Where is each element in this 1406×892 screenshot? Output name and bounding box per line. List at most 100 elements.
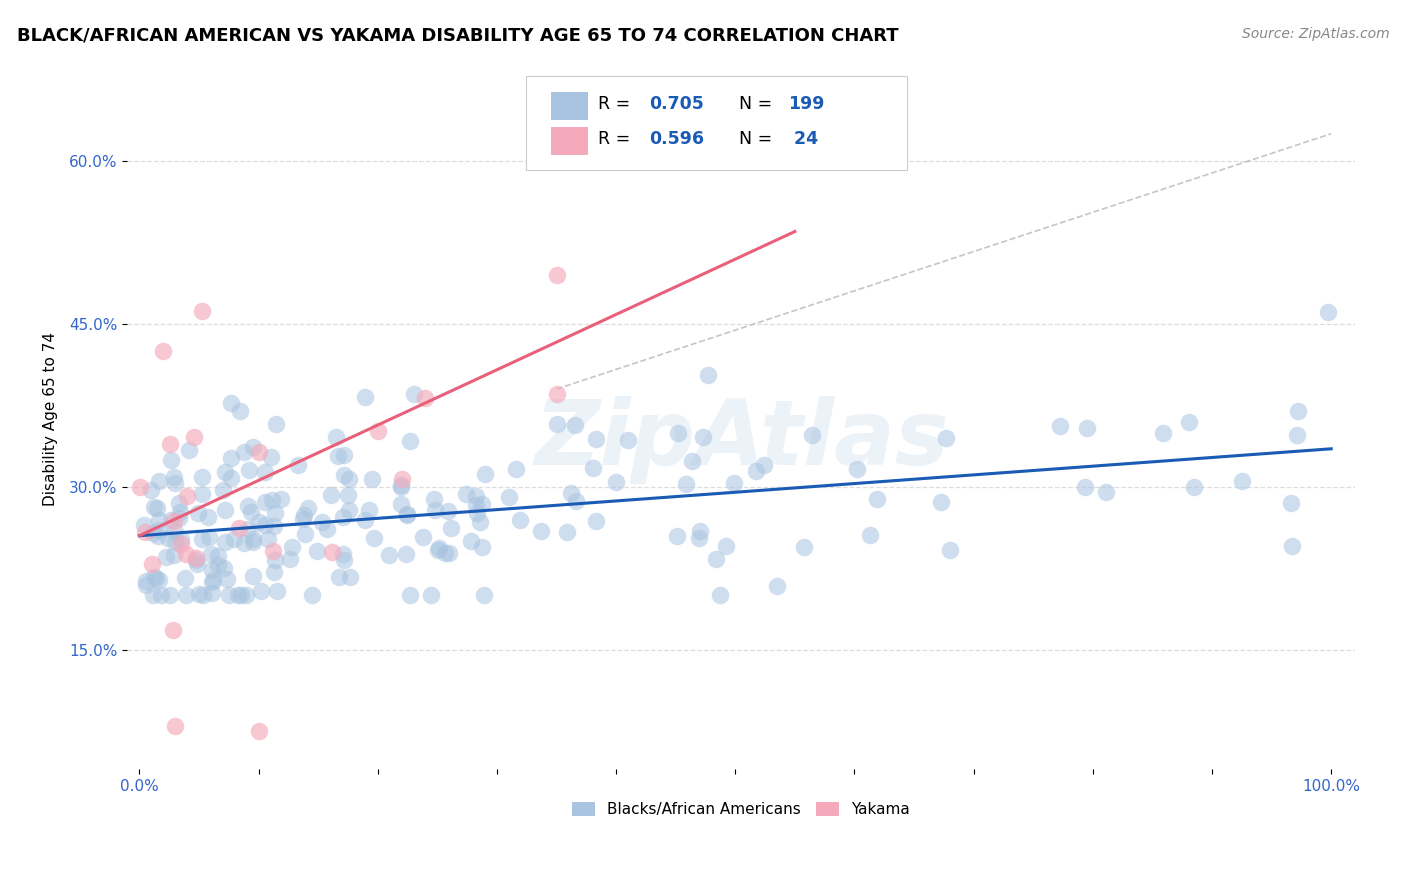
Point	[165, 524, 187, 539]
Point	[555, 525, 578, 540]
Point	[201, 574, 224, 588]
Point	[472, 589, 495, 603]
Point	[236, 522, 259, 536]
Point	[399, 434, 422, 448]
Point	[353, 390, 375, 404]
Point	[321, 545, 343, 559]
Point	[191, 589, 214, 603]
FancyBboxPatch shape	[526, 76, 907, 170]
Point	[186, 553, 208, 567]
Point	[1049, 419, 1071, 434]
Point	[222, 532, 245, 546]
Point	[389, 480, 412, 494]
Point	[505, 462, 527, 476]
Point	[191, 487, 214, 501]
Point	[716, 539, 738, 553]
Point	[688, 531, 710, 545]
Point	[219, 451, 242, 466]
Point	[179, 442, 201, 457]
Point	[292, 508, 315, 522]
Point	[332, 547, 354, 561]
Point	[242, 440, 264, 454]
Point	[263, 565, 285, 579]
Point	[152, 344, 174, 359]
Point	[363, 531, 385, 545]
Point	[389, 478, 412, 492]
Point	[1095, 484, 1118, 499]
Point	[361, 472, 384, 486]
Point	[436, 504, 458, 518]
Point	[281, 540, 304, 554]
Point	[339, 570, 361, 584]
Point	[247, 445, 270, 459]
Point	[235, 589, 257, 603]
Point	[176, 547, 198, 561]
Point	[260, 492, 283, 507]
Point	[560, 486, 582, 500]
Text: R =: R =	[598, 130, 636, 148]
Point	[305, 543, 328, 558]
Point	[1178, 415, 1201, 429]
Point	[219, 396, 242, 410]
Point	[681, 454, 703, 468]
Point	[159, 437, 181, 451]
Point	[336, 488, 359, 502]
Point	[723, 475, 745, 490]
Point	[263, 506, 285, 520]
Point	[412, 530, 434, 544]
Point	[328, 449, 350, 463]
Point	[278, 552, 301, 566]
Point	[159, 589, 181, 603]
Point	[214, 503, 236, 517]
Point	[238, 463, 260, 477]
Point	[1281, 539, 1303, 553]
Point	[148, 474, 170, 488]
Point	[333, 448, 356, 462]
Point	[704, 551, 727, 566]
Point	[498, 490, 520, 504]
Point	[1286, 404, 1309, 418]
Point	[207, 558, 229, 573]
Point	[242, 534, 264, 549]
Point	[692, 430, 714, 444]
Point	[157, 531, 180, 545]
Point	[675, 476, 697, 491]
Point	[228, 521, 250, 535]
Point	[665, 529, 688, 543]
Point	[163, 548, 186, 562]
Point	[139, 483, 162, 498]
Point	[165, 719, 187, 733]
Point	[328, 570, 350, 584]
Point	[464, 498, 486, 512]
Point	[201, 564, 224, 578]
Point	[183, 430, 205, 444]
Point	[935, 431, 957, 445]
Point	[509, 513, 531, 527]
Point	[141, 557, 163, 571]
Point	[454, 486, 477, 500]
Point	[270, 492, 292, 507]
Point	[359, 503, 381, 517]
Point	[391, 472, 413, 486]
Point	[264, 553, 287, 567]
Point	[254, 495, 277, 509]
Point	[395, 508, 418, 522]
Point	[1279, 496, 1302, 510]
Point	[148, 573, 170, 587]
Point	[423, 492, 446, 507]
Point	[142, 589, 165, 603]
Point	[333, 553, 356, 567]
Point	[565, 494, 588, 508]
Point	[186, 551, 208, 566]
Point	[201, 586, 224, 600]
Legend: Blacks/African Americans, Yakama: Blacks/African Americans, Yakama	[565, 795, 918, 825]
Point	[301, 589, 323, 603]
Point	[939, 543, 962, 558]
Point	[174, 589, 197, 603]
Point	[415, 391, 437, 405]
Point	[529, 524, 551, 539]
Point	[311, 516, 333, 530]
Point	[395, 547, 418, 561]
Point	[135, 578, 157, 592]
Point	[1182, 480, 1205, 494]
